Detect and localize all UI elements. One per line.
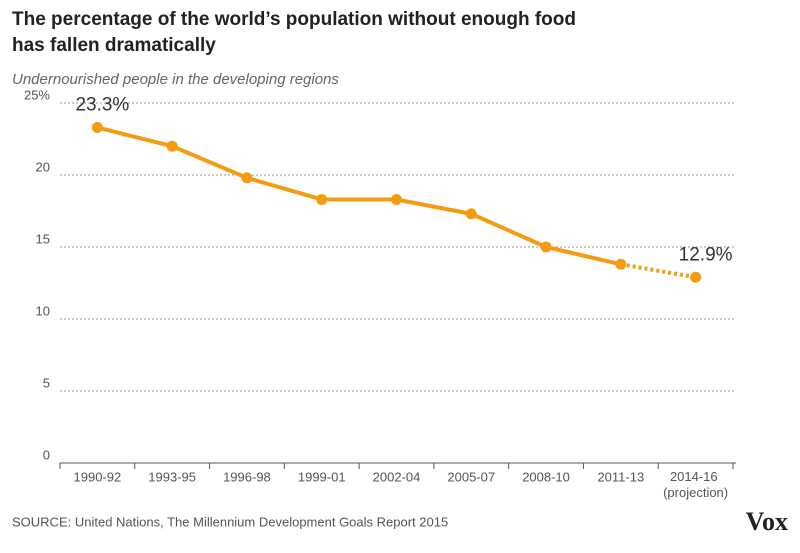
line-segment xyxy=(545,245,622,267)
x-tick-label: 2008-10 xyxy=(522,469,570,484)
subtitle: Undernourished people in the developing … xyxy=(12,71,339,88)
x-tick-label: 2011-13 xyxy=(597,469,644,484)
point xyxy=(91,121,103,133)
point xyxy=(615,258,627,270)
data-label: 23.3% xyxy=(75,94,129,115)
point xyxy=(241,172,253,184)
point xyxy=(316,193,328,205)
line-segment xyxy=(246,175,323,202)
y-tick-label: 10 xyxy=(36,303,50,318)
x-tick-label: 1990-92 xyxy=(74,469,122,484)
x-tick-label: 1999-01 xyxy=(298,469,346,484)
x-tick-label: 2005-07 xyxy=(447,469,495,484)
y-tick-label: 15 xyxy=(36,231,50,246)
line-segment xyxy=(96,125,173,149)
line-segment xyxy=(470,212,547,249)
point xyxy=(690,271,702,283)
y-tick-label: 20 xyxy=(36,159,50,174)
point xyxy=(166,140,178,152)
data-label: 12.9% xyxy=(679,244,733,265)
x-tick-label: 1996-98 xyxy=(223,469,271,484)
y-tick-label: 0 xyxy=(43,447,50,462)
y-tick-label: 25% xyxy=(24,87,50,102)
chart-title: The percentage of the world’s population… xyxy=(12,9,576,30)
line-segment xyxy=(620,262,696,280)
x-tick-label: 2002-04 xyxy=(373,469,421,484)
line-segment xyxy=(171,144,248,180)
point xyxy=(540,241,552,253)
logo: Vox xyxy=(746,507,788,536)
x-tick-label: 2014-16 (projection) xyxy=(663,469,728,500)
chart-title: has fallen dramatically xyxy=(12,35,216,56)
line-segment xyxy=(396,197,472,216)
source: SOURCE: United Nations, The Millennium D… xyxy=(12,514,448,529)
x-tick-label: 1993-95 xyxy=(148,469,196,484)
point xyxy=(391,193,402,205)
y-tick-label: 5 xyxy=(43,375,50,390)
point xyxy=(465,208,477,220)
